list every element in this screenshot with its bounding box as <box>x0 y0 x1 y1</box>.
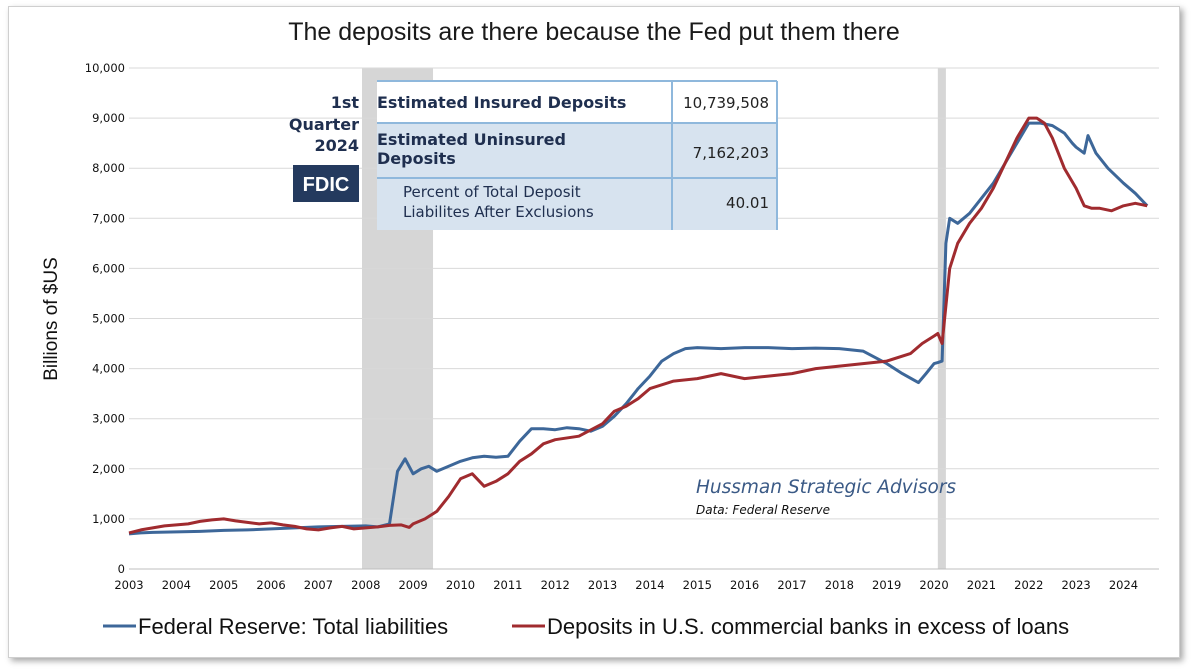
credit-text: Hussman Strategic Advisors <box>696 477 956 498</box>
y-tick-label: 9,000 <box>92 111 125 125</box>
chart: The deposits are there because the Fed p… <box>41 18 1159 639</box>
inset-row-3-bg <box>377 178 777 230</box>
inset-period-line1: 1st <box>331 93 360 112</box>
series-line-deposits-excess <box>128 116 1148 535</box>
fdic-inset: 1st Quarter 2024 FDIC Estimated Insured … <box>289 80 778 230</box>
x-tick-label: 2004 <box>162 578 191 592</box>
y-tick-label: 1,000 <box>92 512 125 526</box>
y-tick-label: 10,000 <box>85 61 125 75</box>
x-tick-label: 2006 <box>256 578 285 592</box>
fdic-logo <box>293 165 359 202</box>
y-tick-label: 6,000 <box>92 261 125 275</box>
x-tick-label: 2009 <box>398 578 427 592</box>
x-tick-label: 2018 <box>825 578 854 592</box>
inset-row-2-label: Estimated Uninsured <box>377 130 566 149</box>
x-tick-label: 2024 <box>1109 578 1138 592</box>
x-tick-label: 2010 <box>446 578 475 592</box>
chart-title: The deposits are there because the Fed p… <box>288 18 900 46</box>
x-tick-label: 2012 <box>541 578 570 592</box>
y-tick-label: 7,000 <box>92 211 125 225</box>
y-tick-label: 3,000 <box>92 412 125 426</box>
x-tick-label: 2022 <box>1014 578 1043 592</box>
legend-label-fed: Federal Reserve: Total liabilities <box>138 614 448 639</box>
x-tick-label: 2021 <box>967 578 996 592</box>
x-tick-label: 2023 <box>1061 578 1090 592</box>
inset-row-3-label: Percent of Total Deposit <box>403 183 581 201</box>
y-axis-label: Billions of $US <box>41 257 62 381</box>
x-tick-label: 2008 <box>351 578 380 592</box>
x-tick-label: 2013 <box>588 578 617 592</box>
credit-source: Data: Federal Reserve <box>696 503 830 517</box>
x-tick-label: 2015 <box>683 578 712 592</box>
y-axis-ticks: 0 1,000 2,000 3,000 4,000 5,000 6,000 7,000 8,00… <box>85 61 125 576</box>
inset-row-1-bg <box>377 81 777 123</box>
legend-label-deposits: Deposits in U.S. commercial banks in exc… <box>547 614 1069 639</box>
y-tick-label: 2,000 <box>92 462 125 476</box>
inset-row-1-value: 10,739,508 <box>683 94 769 112</box>
x-tick-label: 2019 <box>872 578 901 592</box>
x-tick-label: 2005 <box>209 578 238 592</box>
inset-period-line2: Quarter <box>289 115 359 134</box>
x-tick-label: 2016 <box>730 578 759 592</box>
y-tick-label: 8,000 <box>92 161 125 175</box>
inset-row-3-label-2: Liabilites After Exclusions <box>403 203 594 221</box>
x-tick-label: 2011 <box>493 578 522 592</box>
x-tick-label: 2007 <box>304 578 333 592</box>
x-tick-label: 2014 <box>635 578 664 592</box>
fdic-logo-text: FDIC <box>303 174 350 196</box>
inset-row-3-value: 40.01 <box>726 194 769 212</box>
inset-row-2-bg <box>377 123 777 178</box>
x-tick-label: 2003 <box>114 578 143 592</box>
inset-row-2-label-2: Deposits <box>377 149 456 168</box>
x-tick-label: 2017 <box>777 578 806 592</box>
x-tick-label: 2020 <box>919 578 948 592</box>
series-lines <box>128 116 1149 536</box>
inset-period-line3: 2024 <box>314 136 359 155</box>
y-tick-label: 0 <box>118 562 125 576</box>
x-axis-ticks: 2003 2004 2005 2006 2007 2008 2009 2010 2011 2012… <box>114 578 1138 592</box>
legend: Federal Reserve: Total liabilities Depos… <box>103 614 1069 639</box>
chart-frame: The deposits are there because the Fed p… <box>8 6 1180 658</box>
y-tick-label: 4,000 <box>92 362 125 376</box>
y-tick-label: 5,000 <box>92 312 125 326</box>
inset-row-1-label: Estimated Insured Deposits <box>377 93 626 112</box>
inset-row-2-value: 7,162,203 <box>693 144 769 162</box>
